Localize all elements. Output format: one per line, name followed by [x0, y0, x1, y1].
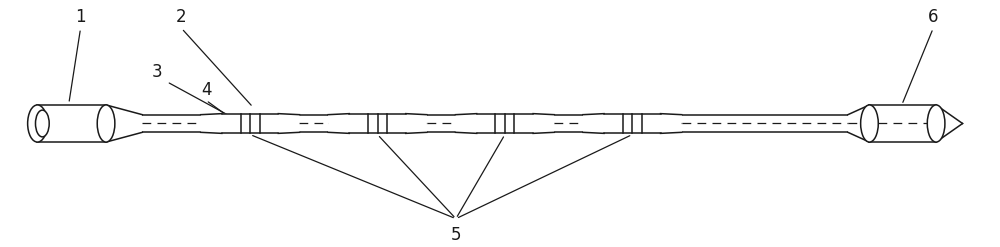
- Text: 3: 3: [151, 62, 162, 81]
- Text: 6: 6: [928, 8, 938, 26]
- Text: 4: 4: [201, 81, 211, 99]
- Ellipse shape: [861, 105, 878, 142]
- Ellipse shape: [35, 110, 49, 137]
- Polygon shape: [936, 105, 963, 142]
- Text: 1: 1: [75, 8, 86, 26]
- Ellipse shape: [97, 105, 115, 142]
- Polygon shape: [328, 114, 427, 133]
- Text: 2: 2: [176, 8, 187, 26]
- Polygon shape: [583, 114, 682, 133]
- Text: 5: 5: [451, 226, 461, 244]
- Polygon shape: [456, 114, 554, 133]
- Polygon shape: [201, 114, 299, 133]
- Ellipse shape: [927, 105, 945, 142]
- Ellipse shape: [28, 105, 47, 142]
